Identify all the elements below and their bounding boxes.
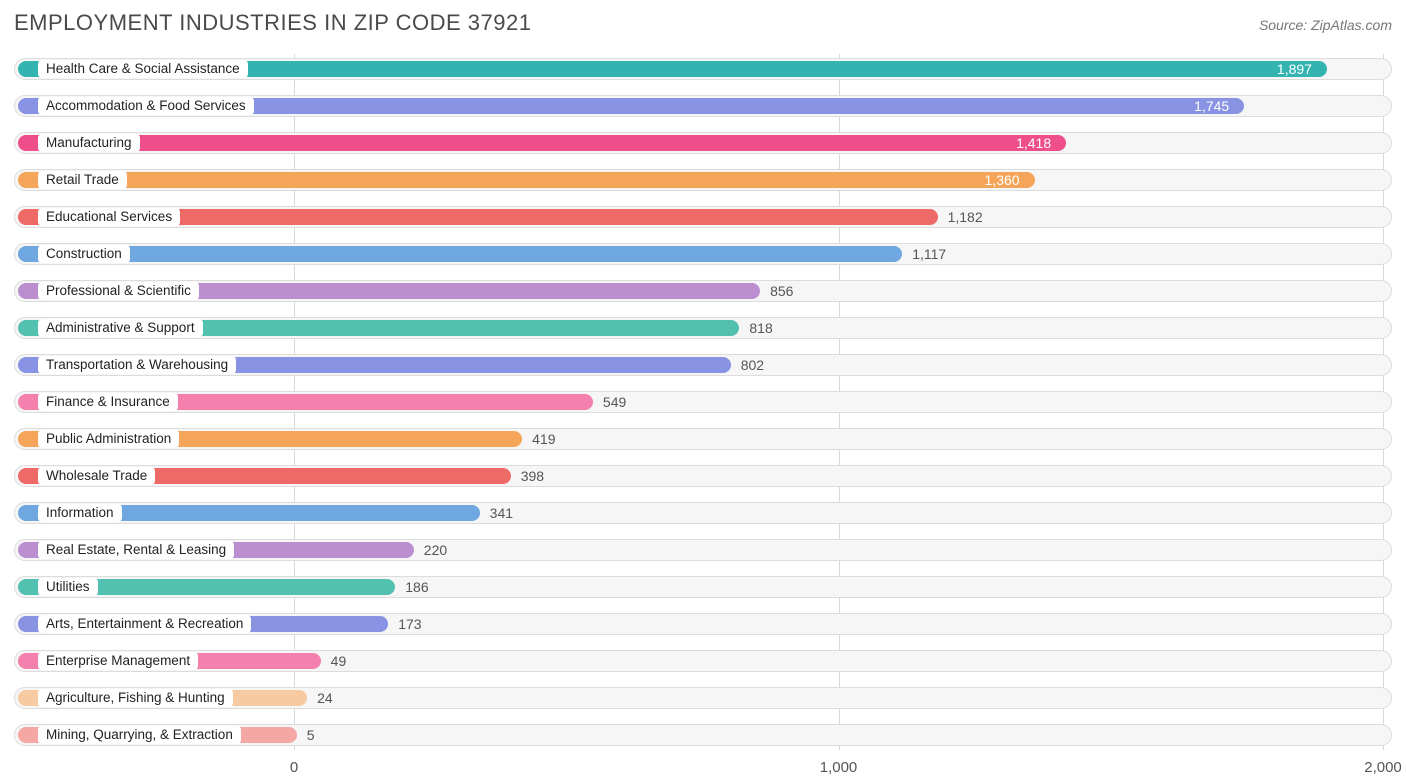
bar-row: Health Care & Social Assistance 1,897 bbox=[14, 54, 1392, 84]
bar-fill bbox=[18, 172, 1035, 188]
bar-row: Transportation & Warehousing 802 bbox=[14, 350, 1392, 380]
bar-value-label: 1,117 bbox=[912, 239, 946, 269]
bar-row: Administrative & Support 818 bbox=[14, 313, 1392, 343]
chart-header: EMPLOYMENT INDUSTRIES IN ZIP CODE 37921 … bbox=[14, 10, 1392, 36]
bar-value-label: 398 bbox=[521, 461, 544, 491]
bar-fill bbox=[18, 246, 902, 262]
bar-category-label: Information bbox=[38, 504, 122, 522]
bar-value-label: 856 bbox=[770, 276, 793, 306]
bar-row: Real Estate, Rental & Leasing 220 bbox=[14, 535, 1392, 565]
bar-category-label: Wholesale Trade bbox=[38, 467, 155, 485]
bar-category-label: Finance & Insurance bbox=[38, 393, 178, 411]
bar-category-label: Educational Services bbox=[38, 208, 180, 226]
bar-row: Manufacturing 1,418 bbox=[14, 128, 1392, 158]
bar-value-label: 341 bbox=[490, 498, 513, 528]
bar-value-label: 186 bbox=[405, 572, 428, 602]
bar-category-label: Transportation & Warehousing bbox=[38, 356, 236, 374]
bar-chart: Health Care & Social Assistance 1,897 Acco… bbox=[14, 54, 1392, 776]
bar-category-label: Agriculture, Fishing & Hunting bbox=[38, 689, 233, 707]
source-name: ZipAtlas.com bbox=[1311, 17, 1392, 33]
bar-row: Professional & Scientific 856 bbox=[14, 276, 1392, 306]
bar-row: Construction 1,117 bbox=[14, 239, 1392, 269]
bar-category-label: Retail Trade bbox=[38, 171, 127, 189]
source-label: Source: bbox=[1259, 17, 1307, 33]
bar-value-label: 24 bbox=[317, 683, 333, 713]
bar-row: Information 341 bbox=[14, 498, 1392, 528]
bar-category-label: Arts, Entertainment & Recreation bbox=[38, 615, 251, 633]
bar-row: Wholesale Trade 398 bbox=[14, 461, 1392, 491]
bar-category-label: Professional & Scientific bbox=[38, 282, 199, 300]
bar-category-label: Public Administration bbox=[38, 430, 179, 448]
bar-value-label: 5 bbox=[307, 720, 315, 750]
bar-value-label: 1,897 bbox=[1277, 54, 1312, 84]
bar-value-label: 1,182 bbox=[948, 202, 983, 232]
bar-value-label: 220 bbox=[424, 535, 447, 565]
bar-category-label: Utilities bbox=[38, 578, 98, 596]
bar-row: Finance & Insurance 549 bbox=[14, 387, 1392, 417]
bar-row: Mining, Quarrying, & Extraction 5 bbox=[14, 720, 1392, 750]
bar-category-label: Real Estate, Rental & Leasing bbox=[38, 541, 234, 559]
bar-value-label: 1,745 bbox=[1194, 91, 1229, 121]
bar-row: Enterprise Management 49 bbox=[14, 646, 1392, 676]
bar-row: Public Administration 419 bbox=[14, 424, 1392, 454]
bar-fill bbox=[18, 135, 1066, 151]
bar-category-label: Manufacturing bbox=[38, 134, 140, 152]
bar-value-label: 1,360 bbox=[985, 165, 1020, 195]
bar-row: Arts, Entertainment & Recreation 173 bbox=[14, 609, 1392, 639]
bar-value-label: 419 bbox=[532, 424, 555, 454]
bar-value-label: 802 bbox=[741, 350, 764, 380]
bar-row: Accommodation & Food Services 1,745 bbox=[14, 91, 1392, 121]
bar-category-label: Enterprise Management bbox=[38, 652, 198, 670]
bar-value-label: 49 bbox=[331, 646, 347, 676]
bar-value-label: 1,418 bbox=[1016, 128, 1051, 158]
bar-category-label: Administrative & Support bbox=[38, 319, 203, 337]
bar-row: Retail Trade 1,360 bbox=[14, 165, 1392, 195]
x-axis-tick: 2,000 bbox=[1364, 759, 1402, 776]
chart-rows: Health Care & Social Assistance 1,897 Acco… bbox=[14, 54, 1392, 750]
bar-category-label: Health Care & Social Assistance bbox=[38, 60, 248, 78]
x-axis-tick: 0 bbox=[290, 759, 298, 776]
bar-value-label: 818 bbox=[749, 313, 772, 343]
bar-row: Educational Services 1,182 bbox=[14, 202, 1392, 232]
bar-value-label: 549 bbox=[603, 387, 626, 417]
bar-category-label: Accommodation & Food Services bbox=[38, 97, 254, 115]
bar-category-label: Construction bbox=[38, 245, 130, 263]
bar-row: Agriculture, Fishing & Hunting 24 bbox=[14, 683, 1392, 713]
chart-title: EMPLOYMENT INDUSTRIES IN ZIP CODE 37921 bbox=[14, 10, 532, 36]
x-axis-tick: 1,000 bbox=[820, 759, 858, 776]
x-axis: 01,0002,000 bbox=[14, 757, 1392, 776]
chart-source: Source: ZipAtlas.com bbox=[1259, 17, 1392, 33]
bar-value-label: 173 bbox=[398, 609, 421, 639]
bar-category-label: Mining, Quarrying, & Extraction bbox=[38, 726, 241, 744]
bar-row: Utilities 186 bbox=[14, 572, 1392, 602]
